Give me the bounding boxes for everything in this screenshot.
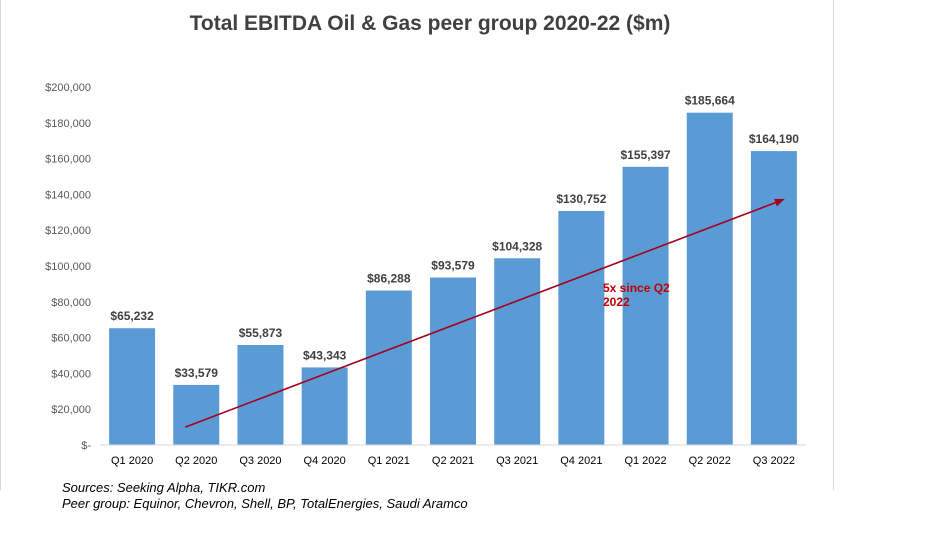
data-label: $33,579	[175, 366, 219, 380]
data-label: $55,873	[239, 326, 283, 340]
trend-arrow	[184, 198, 785, 428]
bar	[173, 384, 220, 445]
sources-note: Sources: Seeking Alpha, TIKR.com	[62, 480, 266, 495]
data-label: $43,343	[303, 348, 347, 362]
x-tick-label: Q2 2020	[175, 455, 217, 467]
x-tick-label: Q3 2020	[239, 455, 281, 467]
x-tick-label: Q1 2022	[624, 455, 666, 467]
x-tick-label: Q4 2021	[560, 455, 602, 467]
y-tick-label: $80,000	[51, 297, 91, 309]
data-label: $130,752	[556, 192, 606, 206]
y-tick-label: $20,000	[51, 404, 91, 416]
y-tick-label: $140,000	[45, 189, 91, 201]
x-tick-label: Q3 2021	[496, 455, 538, 467]
bar	[237, 344, 284, 445]
y-tick-label: $120,000	[45, 225, 91, 237]
data-label: $93,579	[431, 258, 475, 272]
peer-group-note: Peer group: Equinor, Chevron, Shell, BP,…	[62, 496, 468, 511]
y-tick-label: $200,000	[45, 82, 91, 94]
y-tick-label: $-	[81, 440, 91, 452]
y-tick-label: $60,000	[51, 333, 91, 345]
bar	[558, 210, 605, 445]
bar	[430, 277, 476, 445]
y-tick-label: $160,000	[45, 154, 91, 166]
bar	[301, 367, 348, 445]
x-tick-label: Q1 2021	[368, 455, 410, 467]
bar	[750, 151, 797, 445]
y-tick-label: $40,000	[51, 368, 91, 380]
y-tick-label: $180,000	[45, 118, 91, 130]
x-tick-label: Q2 2022	[689, 455, 731, 467]
x-tick-label: Q1 2020	[111, 455, 153, 467]
data-label: $185,664	[685, 94, 735, 108]
bar	[622, 166, 669, 446]
data-label: $155,397	[621, 148, 671, 162]
right-border	[833, 0, 834, 490]
bar-chart: $- $20,000 $40,000 $60,000 $80,000 $100,000 $1…	[45, 82, 806, 467]
bar	[365, 290, 412, 445]
x-tick-label: Q4 2020	[304, 455, 346, 467]
chart-title: Total EBITDA Oil & Gas peer group 2020-2…	[189, 12, 671, 35]
x-tick-label: Q2 2021	[432, 455, 474, 467]
trend-annotation: 5x since Q2 2022	[603, 281, 670, 309]
data-label: $104,328	[492, 239, 542, 253]
left-border	[0, 0, 1, 490]
data-label: $164,190	[749, 132, 799, 146]
data-label: $86,288	[367, 272, 411, 286]
y-tick-label: $100,000	[45, 261, 91, 273]
footnotes: Sources: Seeking Alpha, TIKR.com Peer gr…	[62, 480, 468, 512]
x-tick-label: Q3 2022	[753, 455, 795, 467]
bar	[686, 112, 733, 445]
data-label: $65,232	[110, 309, 154, 323]
bar	[109, 328, 156, 445]
bar	[494, 258, 541, 445]
